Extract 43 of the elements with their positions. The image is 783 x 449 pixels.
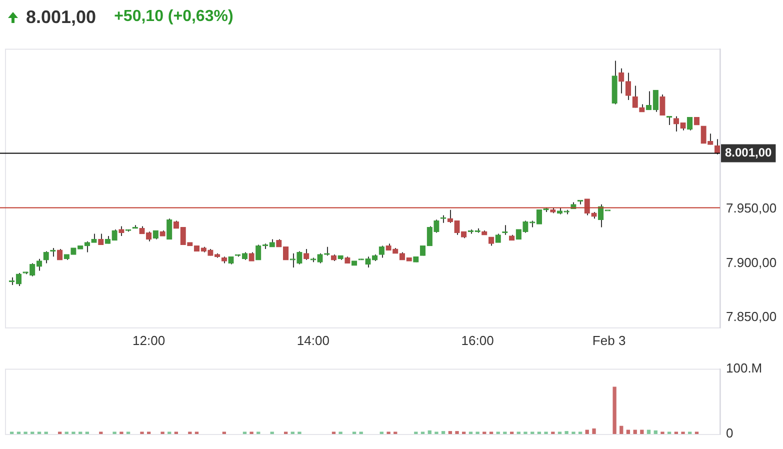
bar xyxy=(612,386,616,434)
bar xyxy=(620,426,624,434)
candlestick xyxy=(625,72,632,100)
bar xyxy=(585,430,589,434)
candlestick xyxy=(700,126,706,144)
candlestick xyxy=(43,250,49,264)
bar xyxy=(592,428,596,434)
candlestick xyxy=(290,252,296,268)
bar xyxy=(654,430,658,434)
y-tick-label: 100.M xyxy=(726,360,762,376)
x-tick-label: 14:00 xyxy=(296,332,330,348)
bar xyxy=(633,430,637,434)
candlestick xyxy=(296,250,302,265)
bar xyxy=(640,430,644,434)
x-tick-label: Feb 3 xyxy=(592,332,626,348)
candlestick xyxy=(632,85,638,108)
y-tick-label: 7.950,00 xyxy=(726,200,777,216)
candlestick xyxy=(118,226,124,236)
bar xyxy=(564,431,568,434)
candlestick xyxy=(304,248,310,260)
candlestick xyxy=(687,116,693,131)
candlestick xyxy=(660,94,666,116)
bar xyxy=(428,430,432,434)
x-tick-label: 12:00 xyxy=(132,332,166,348)
chart-subtitle: +50,10 (+0,63%) xyxy=(114,8,234,26)
bar xyxy=(646,430,651,434)
chart-title: 8.001,00 xyxy=(26,6,96,28)
candlestick xyxy=(166,218,172,240)
candlestick xyxy=(522,220,528,234)
bar xyxy=(455,431,459,434)
bar xyxy=(448,431,452,434)
candlestick xyxy=(378,245,384,258)
y-tick-label: 7.850,00 xyxy=(726,309,777,324)
x-tick-label: 16:00 xyxy=(461,332,494,348)
candlestick xyxy=(434,219,440,234)
candlestick xyxy=(56,248,63,260)
bar xyxy=(626,430,630,434)
y-tick-label: 0 xyxy=(726,426,734,441)
y-tick-label: 7.900,00 xyxy=(726,254,777,270)
bar xyxy=(441,431,446,434)
candlestick xyxy=(98,233,104,246)
ref-line-label: 8.001,00 xyxy=(725,146,772,160)
candlestick xyxy=(618,68,624,94)
